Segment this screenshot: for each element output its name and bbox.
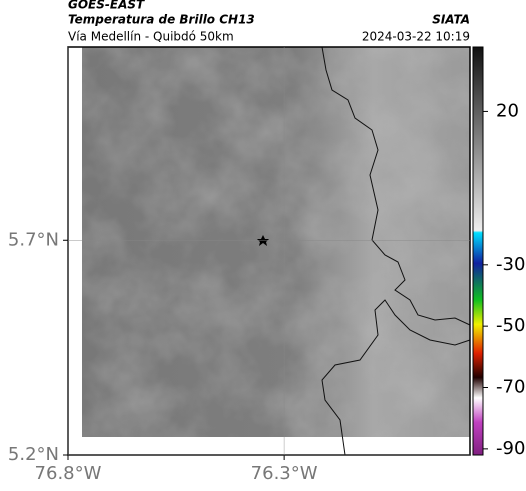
colorbar-tick-label: -90 bbox=[496, 438, 525, 459]
y-tick-label: 5.2°N bbox=[8, 444, 59, 465]
y-tick-label: 5.7°N bbox=[8, 229, 59, 250]
title: Temperatura de Brillo CH13 bbox=[68, 13, 255, 27]
colorbar bbox=[472, 46, 484, 456]
date: 2024-03-22 10:19 bbox=[362, 30, 470, 44]
colorbar-tick-label: -30 bbox=[496, 254, 525, 275]
colorbar-tick-label: -70 bbox=[496, 377, 525, 398]
org: SIATA bbox=[432, 13, 470, 27]
x-tick-label: 76.8°W bbox=[35, 463, 102, 484]
subtitle: Vía Medellín - Quibdó 50km bbox=[68, 30, 234, 44]
x-tick-label: 76.3°W bbox=[251, 463, 318, 484]
colorbar-tick-label: -50 bbox=[496, 315, 525, 336]
source: GOES-EAST bbox=[68, 0, 145, 12]
imagery-texture bbox=[82, 47, 470, 437]
colorbar-tick-label: 20 bbox=[496, 100, 519, 121]
border bbox=[321, 299, 471, 456]
